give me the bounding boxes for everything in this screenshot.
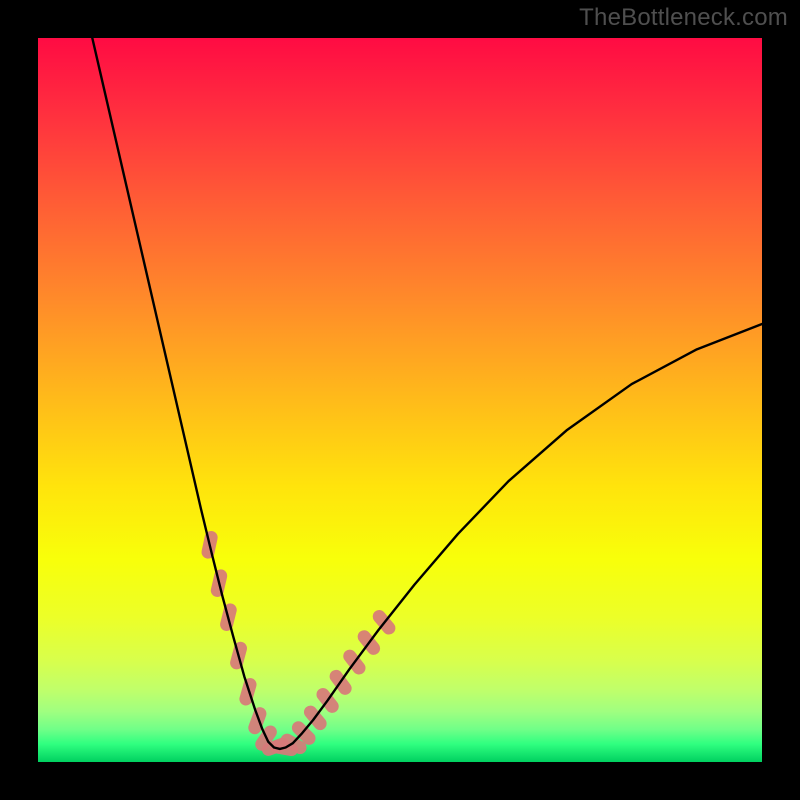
outer-frame: TheBottleneck.com — [0, 0, 800, 800]
curve-marker — [238, 677, 258, 707]
chart-svg — [38, 38, 762, 762]
bottleneck-curve — [92, 38, 762, 749]
watermark-text: TheBottleneck.com — [579, 4, 788, 32]
plot-area — [38, 38, 762, 762]
